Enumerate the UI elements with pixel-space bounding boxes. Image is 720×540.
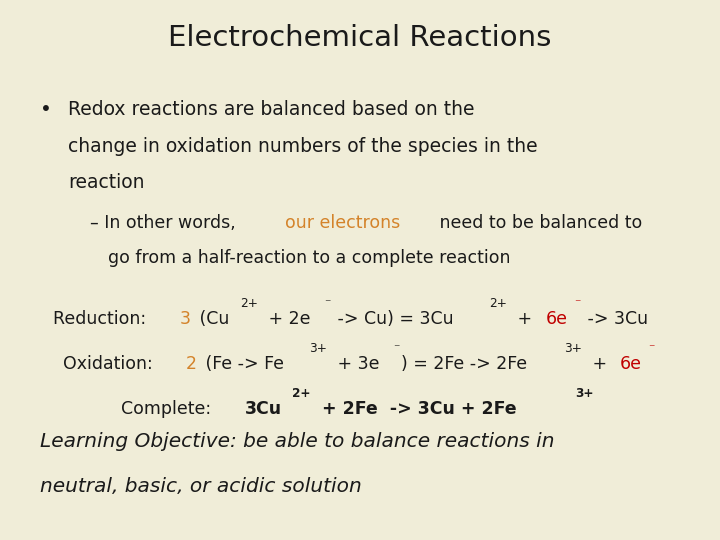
Text: Oxidation:: Oxidation:: [63, 355, 158, 373]
Text: 2: 2: [186, 355, 197, 373]
Text: + 3e: + 3e: [332, 355, 379, 373]
Text: ⁻: ⁻: [649, 342, 655, 355]
Text: 3: 3: [180, 310, 191, 328]
Text: 3+: 3+: [575, 387, 593, 400]
Text: 3Cu: 3Cu: [244, 400, 282, 418]
Text: 2+: 2+: [292, 387, 311, 400]
Text: Learning Objective: be able to balance reactions in: Learning Objective: be able to balance r…: [40, 432, 554, 451]
Text: (Fe -> Fe: (Fe -> Fe: [200, 355, 284, 373]
Text: reaction: reaction: [68, 173, 145, 192]
Text: ⁻: ⁻: [574, 297, 580, 310]
Text: -> 3Cu: -> 3Cu: [582, 310, 648, 328]
Text: +: +: [587, 355, 613, 373]
Text: neutral, basic, or acidic solution: neutral, basic, or acidic solution: [40, 477, 361, 496]
Text: Reduction:: Reduction:: [53, 310, 151, 328]
Text: – In other words,: – In other words,: [90, 214, 241, 232]
Text: -> Cu) = 3Cu: -> Cu) = 3Cu: [333, 310, 454, 328]
Text: 3+: 3+: [564, 342, 582, 355]
Text: + 2Fe  -> 3Cu + 2Fe: + 2Fe -> 3Cu + 2Fe: [316, 400, 517, 418]
Text: 2+: 2+: [490, 297, 507, 310]
Text: 2+: 2+: [240, 297, 258, 310]
Text: Complete:: Complete:: [121, 400, 217, 418]
Text: +: +: [513, 310, 538, 328]
Text: need to be balanced to: need to be balanced to: [434, 214, 642, 232]
Text: our electrons: our electrons: [285, 214, 400, 232]
Text: ) = 2Fe -> 2Fe: ) = 2Fe -> 2Fe: [401, 355, 528, 373]
Text: + 2e: + 2e: [263, 310, 310, 328]
Text: ⁻: ⁻: [393, 342, 400, 355]
Text: go from a half-reaction to a complete reaction: go from a half-reaction to a complete re…: [108, 248, 510, 267]
Text: 3+: 3+: [309, 342, 327, 355]
Text: Redox reactions are balanced based on the: Redox reactions are balanced based on th…: [68, 100, 475, 119]
Text: Electrochemical Reactions: Electrochemical Reactions: [168, 24, 552, 52]
Text: ⁻: ⁻: [324, 297, 330, 310]
Text: (Cu: (Cu: [194, 310, 230, 328]
Text: •: •: [40, 100, 51, 119]
Text: 6e: 6e: [620, 355, 642, 373]
Text: 6e: 6e: [546, 310, 567, 328]
Text: change in oxidation numbers of the species in the: change in oxidation numbers of the speci…: [68, 137, 538, 156]
